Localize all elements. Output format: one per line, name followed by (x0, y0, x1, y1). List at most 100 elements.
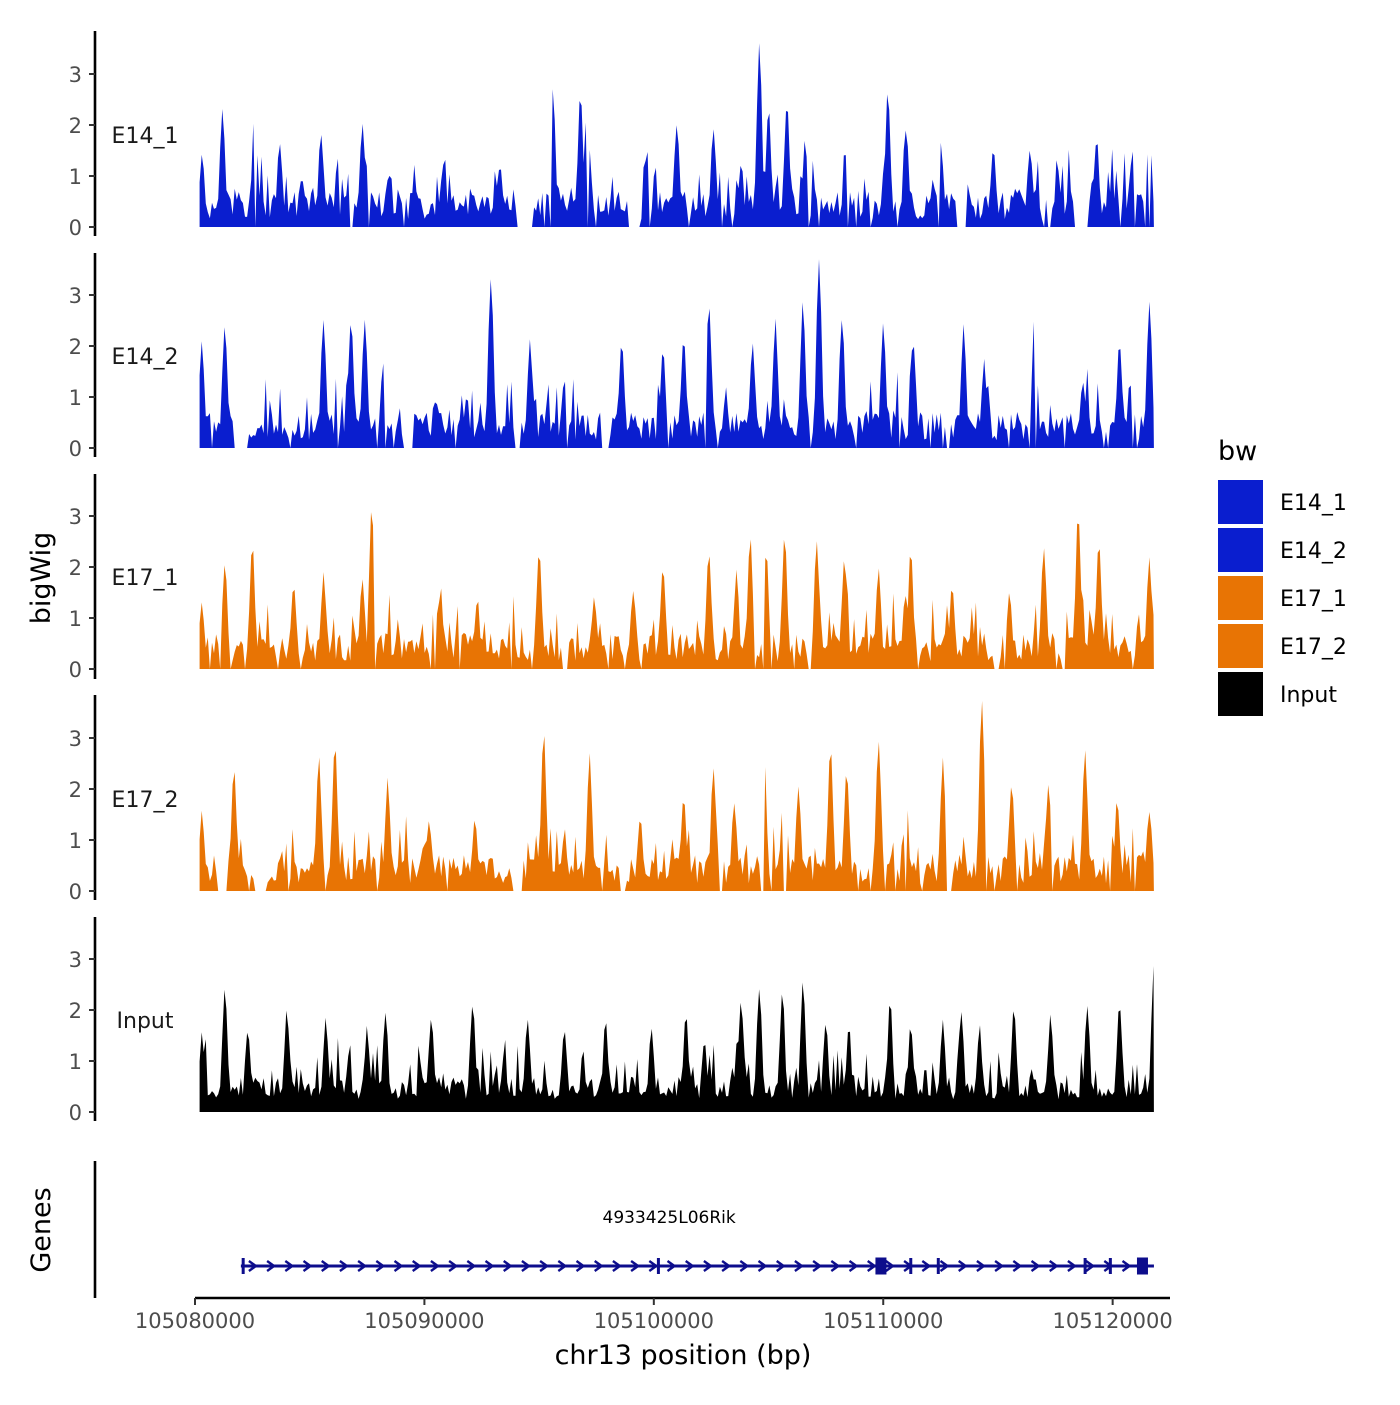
strand-arrow (648, 1260, 659, 1272)
y-tick-label: 1 (69, 607, 82, 631)
strand-arrow (739, 1260, 750, 1272)
signal-area (199, 512, 1154, 669)
y-tick-label: 2 (69, 778, 82, 802)
legend-label: Input (1280, 683, 1337, 708)
track-label: E14_2 (112, 345, 179, 370)
strand-arrow (484, 1260, 495, 1272)
legend-label: E14_2 (1280, 539, 1347, 564)
exon (936, 1258, 940, 1274)
strand-arrow (1012, 1260, 1023, 1272)
strand-arrow (266, 1260, 277, 1272)
strand-arrow (939, 1260, 950, 1272)
strand-arrow (357, 1260, 368, 1272)
strand-arrow (1121, 1260, 1132, 1272)
exon (1108, 1258, 1112, 1274)
y-tick-label: 0 (69, 880, 82, 904)
x-tick-label: 105100000 (594, 1309, 714, 1333)
track-input: 0 1 2 3 Input (69, 917, 1154, 1125)
strand-arrow (448, 1260, 459, 1272)
y-tick-label: 1 (69, 1050, 82, 1074)
strand-arrow (830, 1260, 841, 1272)
strand-arrow (466, 1260, 477, 1272)
y-tick-label: 2 (69, 114, 82, 138)
x-axis-title: chr13 position (bp) (555, 1340, 812, 1371)
strand-arrow (430, 1260, 440, 1272)
strand-arrow (776, 1260, 786, 1272)
y-tick-label: 3 (69, 284, 82, 308)
strand-arrow (1067, 1260, 1077, 1272)
strand-arrow (1049, 1260, 1059, 1272)
strand-arrow (1085, 1260, 1096, 1272)
strand-arrow (685, 1260, 695, 1272)
strand-arrow (812, 1260, 823, 1272)
exon (241, 1258, 245, 1274)
legend-label: E17_2 (1280, 635, 1347, 660)
bigwig-tracks: 0 1 2 3 E14_1 0 1 2 3 E14_2 0 1 2 3 E17_1 0 1 2 3 E17_2 0 1 2 3… (69, 31, 1154, 1125)
gene-label: 4933425L06Rik (603, 1208, 736, 1228)
legend-label: E14_1 (1280, 491, 1347, 516)
strand-arrow (393, 1260, 404, 1272)
track-label: E17_1 (112, 566, 179, 591)
strand-arrow (284, 1260, 295, 1272)
strand-arrow (721, 1260, 732, 1272)
strand-arrow (339, 1260, 349, 1272)
strand-arrow (412, 1260, 422, 1272)
track-e17-2: 0 1 2 3 E17_2 (69, 695, 1154, 904)
y-tick-label: 3 (69, 948, 82, 972)
track-e14-1: 0 1 2 3 E14_1 (69, 31, 1154, 240)
y-tick-label: 3 (69, 505, 82, 529)
strand-arrow (994, 1260, 1005, 1272)
strand-arrow (703, 1260, 713, 1272)
legend-swatch (1218, 576, 1263, 620)
strand-arrow (958, 1260, 968, 1272)
y-tick-label: 2 (69, 335, 82, 359)
strand-arrow (521, 1260, 531, 1272)
y-tick-label: 2 (69, 999, 82, 1023)
strand-arrow (594, 1260, 604, 1272)
strand-arrow (630, 1260, 641, 1272)
y-axis-title: bigWig (26, 532, 57, 625)
x-tick-label: 105080000 (135, 1309, 255, 1333)
track-label: Input (117, 1009, 174, 1034)
track-e14-2: 0 1 2 3 E14_2 (69, 253, 1154, 461)
exon (909, 1258, 913, 1274)
x-tick-label: 105110000 (823, 1309, 943, 1333)
strand-arrow (575, 1260, 586, 1272)
strand-arrow (848, 1260, 859, 1272)
gene-track: 4933425L06Rik (93, 1161, 1154, 1298)
strand-arrow (885, 1260, 895, 1272)
strand-arrow (248, 1260, 258, 1272)
strand-arrow (539, 1260, 550, 1272)
legend-label: E17_1 (1280, 587, 1347, 612)
y-tick-label: 3 (69, 63, 82, 87)
y-tick-label: 1 (69, 165, 82, 189)
exon (875, 1257, 887, 1275)
y-tick-label: 1 (69, 829, 82, 853)
y-tick-label: 2 (69, 556, 82, 580)
strand-arrow (757, 1260, 768, 1272)
strand-arrow (375, 1260, 386, 1272)
strand-arrow (302, 1260, 313, 1272)
y-tick-label: 0 (69, 216, 82, 240)
signal-area (199, 43, 1154, 227)
strand-arrow (921, 1260, 932, 1272)
strand-arrow (976, 1260, 986, 1272)
x-tick-label: 105090000 (364, 1309, 484, 1333)
exon (1083, 1258, 1087, 1274)
signal-area (199, 966, 1154, 1112)
track-e17-1: 0 1 2 3 E17_1 (69, 474, 1154, 682)
genes-axis-title: Genes (26, 1187, 57, 1272)
legend-swatch (1218, 528, 1263, 572)
exon (656, 1258, 660, 1274)
strand-arrow (867, 1260, 877, 1272)
strand-arrow (557, 1260, 568, 1272)
strand-arrow (1030, 1260, 1041, 1272)
y-tick-label: 1 (69, 386, 82, 410)
legend-swatch (1218, 624, 1263, 668)
signal-area (199, 700, 1154, 891)
strand-arrow (321, 1260, 331, 1272)
strand-arrow (666, 1260, 677, 1272)
exon (1136, 1257, 1148, 1275)
x-tick-label: 105120000 (1053, 1309, 1173, 1333)
